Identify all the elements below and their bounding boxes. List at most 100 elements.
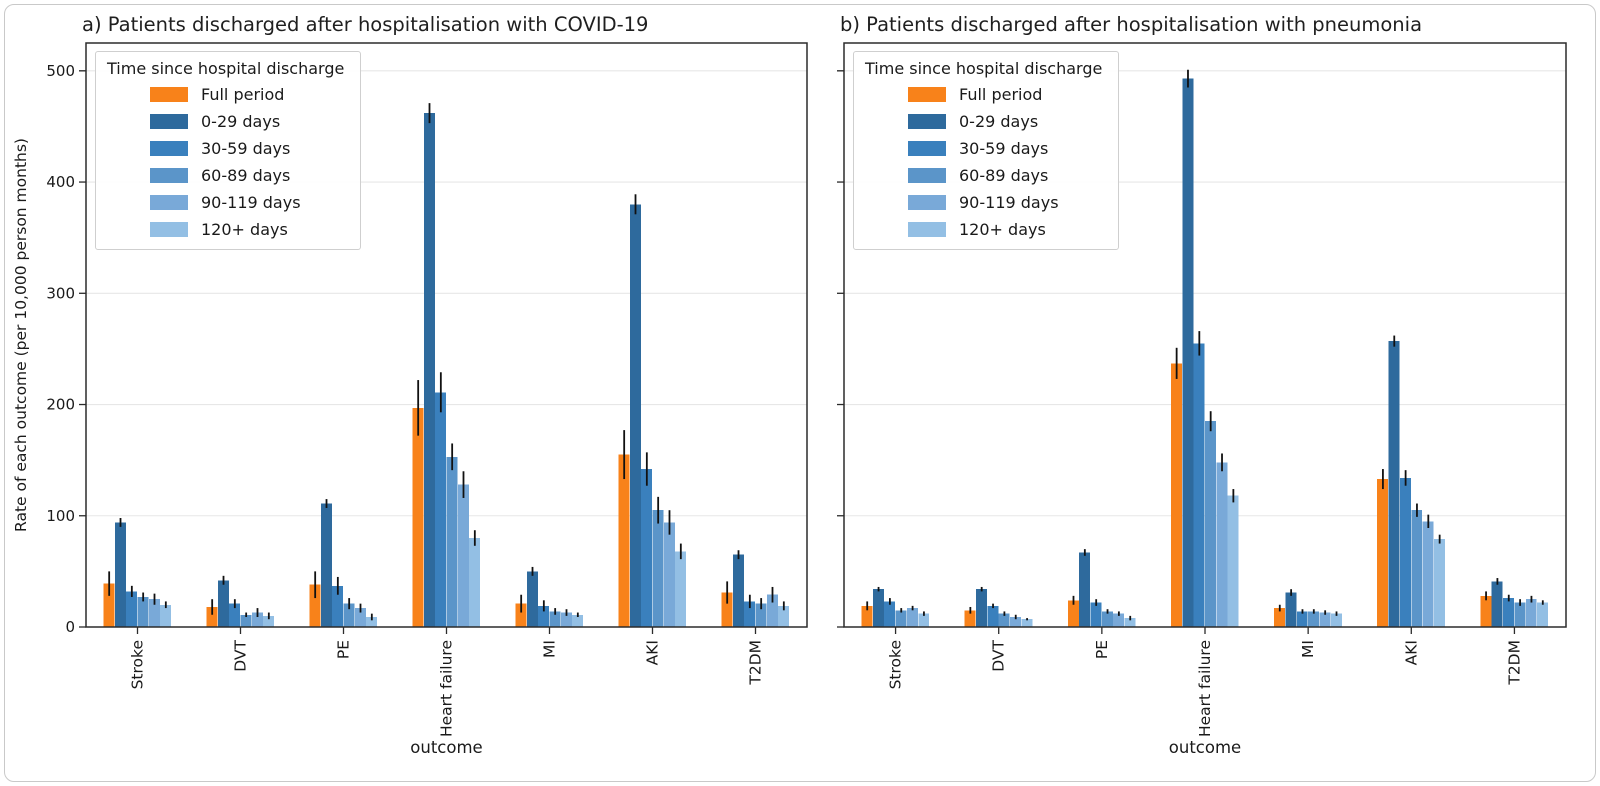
- bar: [1319, 612, 1331, 627]
- legend-swatch: [150, 87, 188, 102]
- x-category-label: T2DM: [1505, 640, 1523, 686]
- bar: [1308, 611, 1320, 627]
- bar: [1216, 462, 1228, 627]
- bar: [895, 610, 907, 627]
- legend-item-label: 30-59 days: [959, 139, 1049, 158]
- legend-item-label: 60-89 days: [959, 166, 1049, 185]
- bar: [1525, 599, 1537, 627]
- legend-item-label: 90-119 days: [959, 193, 1059, 212]
- panel-a: 0 100 200 300 400 500 Stroke DVT PE Heart failure…: [12, 13, 808, 757]
- x-category-label: Heart failure: [1196, 640, 1214, 737]
- bar: [755, 603, 767, 627]
- legend-title: Time since hospital discharge: [865, 59, 1103, 78]
- y-tick-label: 500: [46, 62, 75, 80]
- x-category-label: MI: [1299, 640, 1317, 658]
- bar: [987, 605, 999, 627]
- x-axis-label: outcome: [1169, 738, 1241, 757]
- bar: [1205, 421, 1216, 627]
- x-category-label: Stroke: [129, 640, 147, 689]
- bar: [1296, 611, 1308, 627]
- bar: [240, 614, 252, 627]
- bar: [1422, 521, 1434, 627]
- bar: [1433, 539, 1445, 627]
- bar: [412, 407, 424, 627]
- legend-swatch: [908, 114, 946, 129]
- x-category-label: PE: [1093, 640, 1111, 659]
- y-axis-label: Rate of each outcome (per 10,000 person …: [12, 138, 30, 532]
- legend-item: 90-119 days: [854, 189, 1118, 216]
- bar: [148, 599, 160, 627]
- legend-swatch: [150, 195, 188, 210]
- bar: [1330, 613, 1342, 627]
- bar: [1193, 343, 1205, 627]
- bar: [1079, 552, 1091, 627]
- bar: [906, 608, 918, 627]
- bar: [160, 604, 172, 627]
- bar: [629, 204, 641, 628]
- bar: [1067, 600, 1079, 627]
- bar: [251, 612, 263, 627]
- bar: [457, 484, 469, 627]
- legend-item-label: Full period: [959, 85, 1043, 104]
- bar: [560, 612, 572, 627]
- charts-canvas: 0 100 200 300 400 500 Stroke DVT PE Heart failure…: [12, 13, 1567, 757]
- bar: [1514, 602, 1526, 627]
- bar: [206, 606, 218, 627]
- figure-card: 0 100 200 300 400 500 Stroke DVT PE Heart failure…: [4, 4, 1596, 782]
- legend-item: 120+ days: [854, 216, 1118, 249]
- x-category-label: AKI: [1402, 640, 1420, 665]
- bar: [1101, 611, 1113, 627]
- bar: [549, 611, 561, 627]
- bar: [872, 589, 884, 627]
- bar: [354, 608, 366, 627]
- bar: [538, 605, 550, 627]
- bar: [332, 585, 344, 627]
- x-category-label: MI: [541, 640, 559, 658]
- legend-swatch: [150, 168, 188, 183]
- bar: [778, 605, 790, 627]
- legend-swatch: [908, 195, 946, 210]
- legend-item-label: 30-59 days: [201, 139, 291, 158]
- bar: [675, 551, 687, 627]
- y-tick-label: 200: [46, 396, 75, 414]
- bar: [1182, 78, 1194, 627]
- legend-item-label: 90-119 days: [201, 193, 301, 212]
- bar: [663, 522, 675, 627]
- bar: [1021, 619, 1033, 627]
- x-category-label: T2DM: [747, 640, 765, 686]
- bar: [918, 613, 930, 627]
- legend-item-label: 120+ days: [959, 220, 1046, 239]
- bar: [732, 554, 744, 627]
- bar: [137, 596, 149, 627]
- legend-item-label: Full period: [201, 85, 285, 104]
- bar: [114, 522, 126, 627]
- bar: [1491, 581, 1503, 627]
- legend-title: Time since hospital discharge: [107, 59, 345, 78]
- legend-item: 30-59 days: [854, 135, 1118, 162]
- panel-b: Stroke DVT PE Heart failure MI AKI T2DM b) Pati…: [837, 13, 1567, 757]
- legend-swatch: [908, 168, 946, 183]
- bar: [1388, 341, 1400, 627]
- bar: [423, 113, 435, 627]
- legend-item-label: 120+ days: [201, 220, 288, 239]
- bar: [721, 592, 733, 627]
- bar: [766, 594, 778, 627]
- bar: [320, 503, 332, 627]
- bar: [1285, 592, 1297, 627]
- bar: [976, 589, 987, 627]
- bar: [526, 571, 538, 627]
- bar: [446, 456, 458, 627]
- x-category-label: DVT: [232, 639, 250, 671]
- legend-item-label: 0-29 days: [201, 112, 281, 131]
- bar: [1274, 608, 1286, 627]
- legend-item: Full period: [854, 81, 1118, 108]
- bar: [964, 610, 976, 627]
- legend-item: 30-59 days: [96, 135, 360, 162]
- y-tick-label: 300: [46, 284, 75, 302]
- panel-title: b) Patients discharged after hospitalisa…: [840, 13, 1422, 36]
- legend-panel-b: Time since hospital discharge Full period…: [853, 51, 1120, 250]
- legend-swatch: [150, 114, 188, 129]
- legend-item: 60-89 days: [854, 162, 1118, 189]
- bar: [744, 601, 756, 627]
- bar: [309, 584, 321, 627]
